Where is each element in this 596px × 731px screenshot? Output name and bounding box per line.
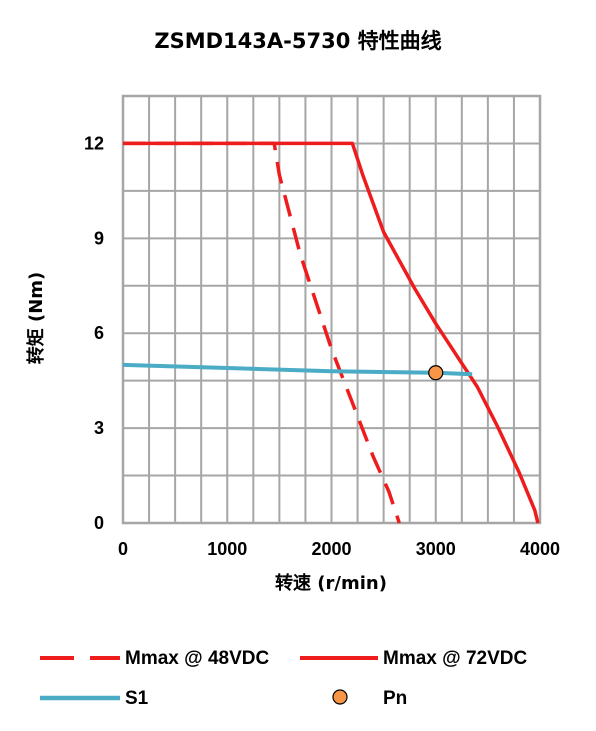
grid xyxy=(121,94,542,525)
y-tick-label: 12 xyxy=(84,133,104,153)
y-tick-label: 0 xyxy=(94,513,104,533)
legend-label: S1 xyxy=(125,688,149,709)
legend-swatch-pn xyxy=(332,689,348,705)
legend-label: Mmax @ 48VDC xyxy=(125,648,269,669)
legend-label: Mmax @ 72VDC xyxy=(383,648,527,669)
x-axis-label: 转速 (r/min) xyxy=(275,572,387,594)
x-tick-label: 4000 xyxy=(520,539,560,559)
legend: Mmax @ 48VDC Mmax @ 72VDC S1 Pn xyxy=(40,648,527,709)
chart-title: ZSMD143A-5730 特性曲线 xyxy=(154,29,441,53)
x-tick-labels: 0 1000 2000 3000 4000 xyxy=(118,539,560,559)
pn-marker xyxy=(428,365,444,381)
legend-label: Pn xyxy=(383,688,407,709)
y-tick-label: 6 xyxy=(94,323,104,343)
x-tick-label: 1000 xyxy=(207,539,247,559)
series-layer xyxy=(122,141,540,524)
y-tick-label: 3 xyxy=(94,418,104,438)
series-line-2 xyxy=(122,362,473,377)
series-line-1 xyxy=(123,141,540,524)
y-axis-label: 转矩 (Nm) xyxy=(25,272,47,365)
y-tick-label: 9 xyxy=(94,228,104,248)
x-tick-label: 0 xyxy=(118,539,128,559)
x-tick-label: 2000 xyxy=(311,539,351,559)
x-tick-label: 3000 xyxy=(416,539,456,559)
y-tick-labels: 0 3 6 9 12 xyxy=(84,133,104,533)
